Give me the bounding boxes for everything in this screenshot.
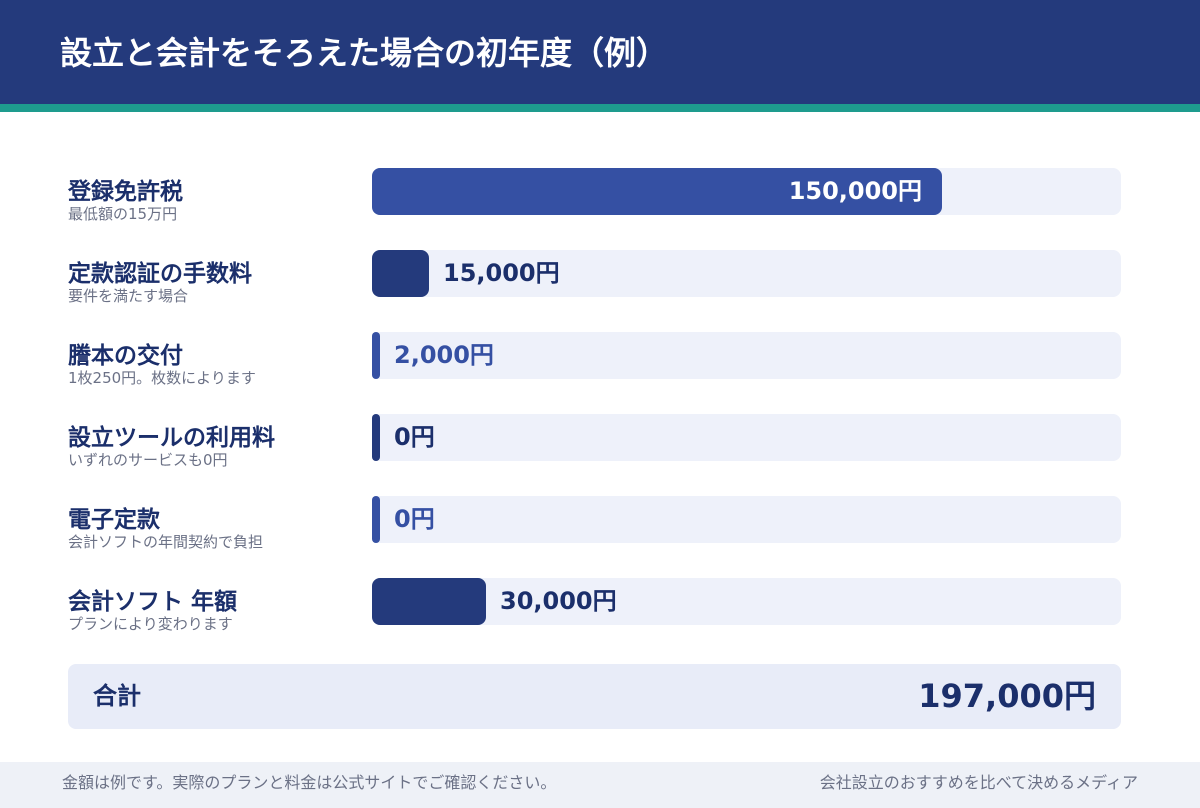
footer-brand: 会社設立のおすすめを比べて決めるメディア bbox=[819, 773, 1138, 792]
bar-value-label: 15,000円 bbox=[443, 259, 560, 287]
footer: 金額は例です。実際のプランと料金は公式サイトでご確認ください。 会社設立のおすす… bbox=[0, 762, 1200, 808]
category-subtitle: 1枚250円。枚数によります bbox=[68, 369, 256, 387]
bar-track: 0円 bbox=[372, 496, 1121, 543]
bar-track: 0円 bbox=[372, 414, 1121, 461]
bar-value-label: 30,000円 bbox=[500, 587, 617, 615]
category-label: 電子定款 bbox=[68, 507, 160, 533]
chart-row: 登録免許税 最低額の15万円 150,000円 bbox=[0, 168, 1200, 230]
chart-row: 会計ソフト 年額 プランにより変わります 30,000円 bbox=[0, 578, 1200, 640]
bar-track: 2,000円 bbox=[372, 332, 1121, 379]
chart-row: 電子定款 会計ソフトの年間契約で負担 0円 bbox=[0, 496, 1200, 558]
bar-track: 30,000円 bbox=[372, 578, 1121, 625]
category-subtitle: いずれのサービスも0円 bbox=[68, 451, 228, 469]
chart-row: 謄本の交付 1枚250円。枚数によります 2,000円 bbox=[0, 332, 1200, 394]
category-label: 会計ソフト 年額 bbox=[68, 589, 238, 615]
chart-row: 定款認証の手数料 要件を満たす場合 15,000円 bbox=[0, 250, 1200, 312]
header-accent-stripe bbox=[0, 104, 1200, 112]
category-subtitle: 会計ソフトの年間契約で負担 bbox=[68, 533, 264, 551]
bar-track: 150,000円 bbox=[372, 168, 1121, 215]
page-title: 設立と会計をそろえた場合の初年度（例） bbox=[60, 34, 669, 72]
header: 設立と会計をそろえた場合の初年度（例） bbox=[0, 0, 1200, 104]
bar-track: 15,000円 bbox=[372, 250, 1121, 297]
category-subtitle: 最低額の15万円 bbox=[68, 205, 178, 223]
total-value: 197,000円 bbox=[918, 677, 1096, 715]
bar-value-label: 2,000円 bbox=[394, 341, 494, 369]
category-label: 定款認証の手数料 bbox=[68, 261, 252, 287]
bar bbox=[372, 332, 380, 379]
bar-value-label: 0円 bbox=[394, 423, 435, 451]
chart-row: 設立ツールの利用料 いずれのサービスも0円 0円 bbox=[0, 414, 1200, 476]
bar-value-label: 0円 bbox=[394, 505, 435, 533]
category-label: 登録免許税 bbox=[68, 179, 183, 205]
total-box: 合計 197,000円 bbox=[68, 664, 1121, 729]
bar bbox=[372, 168, 942, 215]
bar-value-label: 150,000円 bbox=[788, 177, 922, 205]
footer-note: 金額は例です。実際のプランと料金は公式サイトでご確認ください。 bbox=[62, 773, 557, 792]
bar bbox=[372, 250, 429, 297]
category-label: 謄本の交付 bbox=[68, 343, 183, 369]
bar bbox=[372, 578, 486, 625]
total-label: 合計 bbox=[93, 682, 141, 710]
bar bbox=[372, 496, 380, 543]
category-subtitle: プランにより変わります bbox=[68, 615, 233, 633]
category-subtitle: 要件を満たす場合 bbox=[68, 287, 189, 305]
bar bbox=[372, 414, 380, 461]
category-label: 設立ツールの利用料 bbox=[68, 425, 275, 451]
